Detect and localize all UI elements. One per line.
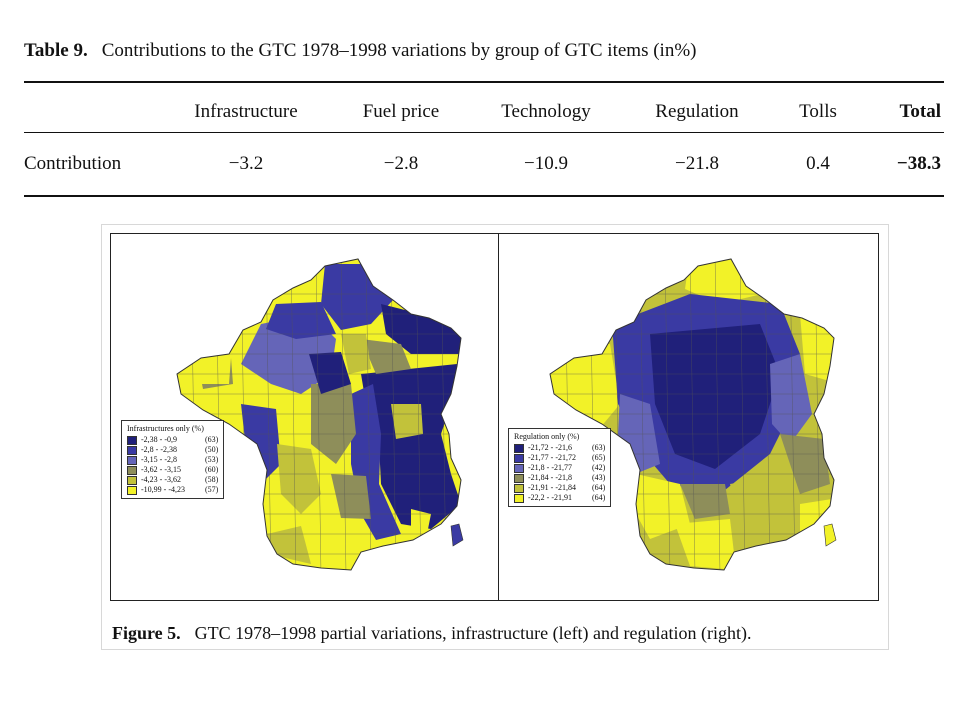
figure-caption: Figure 5. GTC 1978–1998 partial variation… — [112, 623, 752, 644]
right-legend-item: -21,77 - -21,72 (65) — [514, 453, 605, 463]
legend-range: -21,77 - -21,72 — [528, 453, 576, 462]
header-total: Total — [899, 101, 941, 122]
panel-divider — [498, 234, 500, 600]
left-legend-item: -2,38 - -0,9 (63) — [127, 435, 218, 445]
legend-count: (53) — [205, 455, 219, 464]
legend-range: -21,84 - -21,8 — [528, 473, 572, 482]
right-legend-title: Regulation only (%) — [514, 432, 580, 441]
cell-fuel-price: −2.8 — [383, 153, 419, 174]
right-legend-item: -21,91 - -21,84 (64) — [514, 483, 605, 493]
legend-swatch — [127, 435, 137, 445]
legend-count: (60) — [205, 465, 219, 474]
table-mid-rule — [24, 132, 944, 133]
header-fuel-price: Fuel price — [362, 101, 440, 122]
legend-swatch — [127, 485, 137, 495]
cell-infrastructure: −3.2 — [228, 153, 264, 174]
header-infrastructure: Infrastructure — [194, 101, 298, 122]
right-legend-item: -21,84 - -21,8 (43) — [514, 473, 605, 483]
figure-label: Figure 5. — [112, 623, 181, 643]
left-map-legend: Infrastructures only (%) -2,38 - -0,9 (63… — [121, 420, 225, 499]
legend-swatch — [127, 445, 137, 455]
legend-count: (58) — [205, 475, 219, 484]
legend-swatch — [127, 455, 137, 465]
cell-tolls: 0.4 — [806, 153, 830, 174]
legend-range: -21,8 - -21,77 — [528, 463, 572, 472]
left-legend-title: Infrastructures only (%) — [127, 424, 204, 433]
legend-count: (63) — [592, 443, 606, 452]
legend-swatch — [514, 453, 524, 463]
right-legend-item: -21,72 - -21,6 (63) — [514, 443, 605, 453]
legend-range: -2,8 - -2,38 — [141, 445, 177, 454]
legend-range: -22,2 - -21,91 — [528, 493, 572, 502]
legend-count: (64) — [592, 483, 606, 492]
legend-count: (43) — [592, 473, 606, 482]
header-regulation: Regulation — [655, 101, 739, 122]
legend-range: -21,72 - -21,6 — [528, 443, 572, 452]
legend-count: (65) — [592, 453, 606, 462]
map-regulation — [549, 258, 837, 571]
legend-range: -2,38 - -0,9 — [141, 435, 177, 444]
map-infrastructure — [176, 258, 464, 571]
right-legend-item: -22,2 - -21,91 (64) — [514, 493, 605, 503]
right-map-legend: Regulation only (%) -21,72 - -21,6 (63) -… — [508, 428, 612, 507]
legend-swatch — [514, 473, 524, 483]
left-legend-item: -4,23 - -3,62 (58) — [127, 475, 218, 485]
legend-count: (63) — [205, 435, 219, 444]
legend-swatch — [127, 465, 137, 475]
table-label: Table 9. — [24, 40, 88, 61]
legend-range: -3,62 - -3,15 — [141, 465, 181, 474]
legend-swatch — [514, 463, 524, 473]
left-legend-item: -2,8 - -2,38 (50) — [127, 445, 218, 455]
left-legend-item: -10,99 - -4,23 (57) — [127, 485, 218, 495]
legend-range: -4,23 - -3,62 — [141, 475, 181, 484]
legend-count: (57) — [205, 485, 219, 494]
cell-regulation: −21.8 — [675, 153, 719, 174]
table-caption-text: Contributions to the GTC 1978–1998 varia… — [101, 40, 697, 61]
right-map: Regulation only (%) -21,72 - -21,6 (63) -… — [500, 234, 878, 600]
left-map: Infrastructures only (%) -2,38 - -0,9 (63… — [111, 234, 498, 600]
legend-range: -21,91 - -21,84 — [528, 483, 576, 492]
table-caption: Table 9. Contributions to the GTC 1978–19… — [24, 40, 696, 62]
map-panels: Infrastructures only (%) -2,38 - -0,9 (63… — [110, 233, 879, 601]
right-legend-item: -21,8 - -21,77 (42) — [514, 463, 605, 473]
cell-total: −38.3 — [896, 153, 941, 174]
cell-technology: −10.9 — [524, 153, 568, 174]
legend-count: (50) — [205, 445, 219, 454]
header-technology: Technology — [501, 101, 591, 122]
row-label: Contribution — [24, 153, 122, 174]
figure-5: Infrastructures only (%) -2,38 - -0,9 (63… — [101, 224, 889, 650]
table-bottom-rule — [24, 195, 944, 197]
legend-count: (42) — [592, 463, 606, 472]
legend-range: -10,99 - -4,23 — [141, 485, 185, 494]
figure-caption-text: GTC 1978–1998 partial variations, infras… — [194, 623, 752, 643]
legend-swatch — [514, 483, 524, 493]
legend-count: (64) — [592, 493, 606, 502]
header-tolls: Tolls — [799, 101, 837, 122]
left-legend-item: -3,62 - -3,15 (60) — [127, 465, 218, 475]
legend-swatch — [127, 475, 137, 485]
legend-swatch — [514, 493, 524, 503]
table-top-rule — [24, 81, 944, 83]
legend-swatch — [514, 443, 524, 453]
left-legend-item: -3,15 - -2,8 (53) — [127, 455, 218, 465]
legend-range: -3,15 - -2,8 — [141, 455, 177, 464]
